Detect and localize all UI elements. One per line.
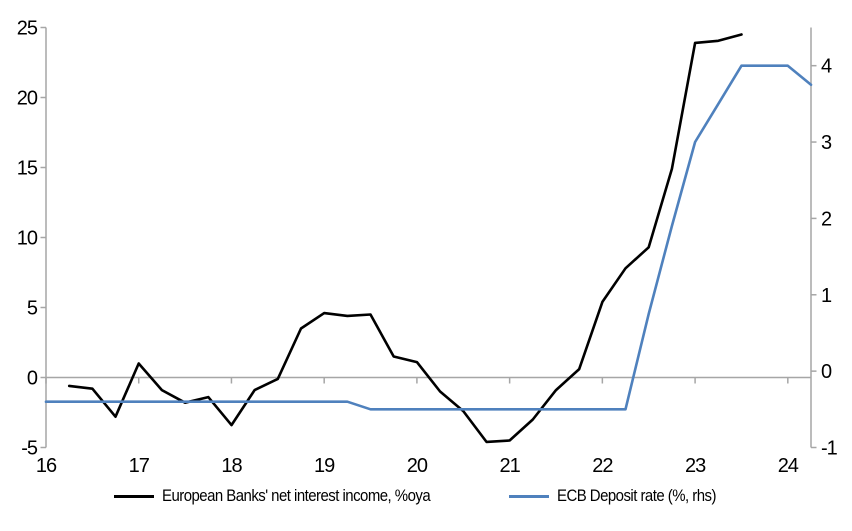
x-axis-tick-label: 20 bbox=[407, 455, 428, 477]
left-axis-tick-label: 20 bbox=[17, 88, 38, 110]
left-axis-tick-label: 5 bbox=[27, 298, 38, 320]
right-axis-tick-label: 3 bbox=[821, 132, 832, 154]
chart-legend: European Banks' net interest income, %oy… bbox=[0, 486, 852, 506]
x-axis-tick-label: 24 bbox=[778, 455, 799, 477]
left-axis-tick-label: 25 bbox=[17, 18, 38, 40]
right-axis-tick-label: 1 bbox=[821, 285, 832, 307]
right-axis-tick-label: -1 bbox=[821, 438, 838, 460]
series-line-ecb-deposit-rate bbox=[44, 64, 813, 411]
legend-item-net-interest-income: European Banks' net interest income, %oy… bbox=[114, 486, 467, 506]
x-axis-tick-label: 19 bbox=[314, 455, 335, 477]
legend-label-net-interest-income: European Banks' net interest income, %oy… bbox=[162, 486, 431, 505]
left-axis-tick-label: 15 bbox=[17, 158, 38, 180]
x-axis-tick-label: 22 bbox=[592, 455, 613, 477]
x-axis-tick-label: 18 bbox=[221, 455, 242, 477]
right-axis-tick-label: 2 bbox=[821, 208, 832, 230]
legend-label-ecb-deposit-rate: ECB Deposit rate (%, rhs) bbox=[557, 486, 716, 505]
left-axis-tick-label: 10 bbox=[17, 228, 38, 250]
series-line-net-interest-income bbox=[67, 33, 743, 444]
right-axis-tick-label: 4 bbox=[821, 56, 832, 78]
legend-line-sample-black bbox=[114, 494, 155, 498]
x-axis-tick-label: 16 bbox=[36, 455, 57, 477]
x-axis-tick-label: 17 bbox=[129, 455, 150, 477]
legend-line-sample-blue bbox=[509, 494, 550, 498]
left-axis-tick-label: 0 bbox=[27, 368, 38, 390]
x-axis-tick-label: 23 bbox=[685, 455, 706, 477]
right-axis-tick-label: 0 bbox=[821, 361, 832, 383]
legend-item-ecb-deposit-rate: ECB Deposit rate (%, rhs) bbox=[509, 486, 738, 506]
left-axis-tick-label: -5 bbox=[21, 438, 38, 460]
x-axis-tick-label: 21 bbox=[500, 455, 521, 477]
